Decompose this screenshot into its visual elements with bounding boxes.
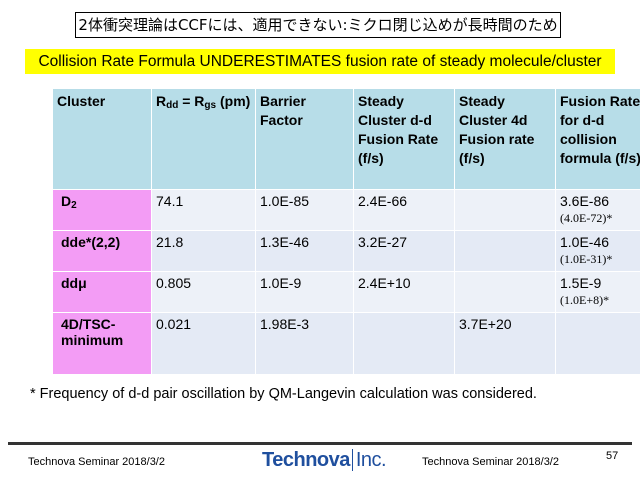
cell-text: R bbox=[156, 93, 167, 109]
cell-note: (4.0E-72)* bbox=[560, 211, 613, 225]
footer-right: Technova Seminar 2018/3/2 bbox=[422, 456, 559, 468]
table-cell bbox=[555, 312, 640, 375]
cell-text: 3.2E-27 bbox=[358, 234, 408, 250]
cell-text: 1.3E-46 bbox=[260, 234, 310, 250]
column-header: Fusion Rate for d-d collision formula (f… bbox=[555, 88, 640, 190]
table-row: dde*(2,2) 21.8 1.3E-46 3.2E-27 1.0E-46 (1.0E-… bbox=[52, 230, 640, 272]
table-cell: 1.0E-46 (1.0E-31)* bbox=[555, 230, 640, 272]
cell-text: = R bbox=[178, 93, 205, 109]
table-cell: 3.2E-27 bbox=[353, 230, 455, 272]
row-label: dde*(2,2) bbox=[52, 230, 152, 272]
cell-text: 1.98E-3 bbox=[260, 316, 310, 332]
table-cell: 1.5E-9 (1.0E+8)* bbox=[555, 271, 640, 313]
cell-text: 4D/TSC-minimum bbox=[61, 316, 124, 348]
row-label: D2 bbox=[52, 189, 152, 231]
table-cell: 1.98E-3 bbox=[255, 312, 354, 375]
cell-text: Cluster bbox=[57, 93, 106, 109]
row-label: 4D/TSC-minimum bbox=[52, 312, 152, 375]
table-cell: 21.8 bbox=[151, 230, 256, 272]
cell-text: 0.805 bbox=[156, 275, 192, 291]
logo-text: Technova bbox=[262, 449, 350, 471]
table-row: ddμ 0.805 1.0E-9 2.4E+10 1.5E-9 (1.0E+8)* bbox=[52, 271, 640, 313]
table-cell: 1.0E-85 bbox=[255, 189, 354, 231]
cell-text: D bbox=[61, 193, 72, 209]
footer-rule bbox=[8, 442, 632, 445]
subscript: dd bbox=[166, 100, 179, 111]
table-cell bbox=[353, 312, 455, 375]
cell-text: Steady Cluster 4d Fusion rate (f/s) bbox=[459, 93, 535, 166]
column-header: Barrier Factor bbox=[255, 88, 354, 190]
table-cell bbox=[454, 230, 556, 272]
logo-suffix: Inc. bbox=[351, 449, 387, 471]
cell-text: 3.6E-86 bbox=[560, 193, 610, 209]
cell-note: (1.0E-31)* bbox=[560, 252, 613, 266]
cell-text: 0.021 bbox=[156, 316, 192, 332]
subscript: gs bbox=[204, 100, 217, 111]
cell-text: (pm) bbox=[216, 93, 251, 109]
banner: Collision Rate Formula UNDERESTIMATES fu… bbox=[25, 49, 615, 74]
slide-title: 2体衝突理論はCCFには、適用できない:ミクロ閉じ込めが長時間のため bbox=[75, 12, 561, 38]
table-cell: 3.6E-86 (4.0E-72)* bbox=[555, 189, 640, 231]
cell-text: ddμ bbox=[61, 275, 87, 291]
table-cell: 1.0E-9 bbox=[255, 271, 354, 313]
cell-text: 2.4E+10 bbox=[358, 275, 411, 291]
cell-text: Barrier Factor bbox=[260, 93, 306, 128]
page-number: 57 bbox=[606, 450, 619, 462]
table-cell bbox=[454, 189, 556, 231]
table-cell: 2.4E-66 bbox=[353, 189, 455, 231]
column-header: Cluster bbox=[52, 88, 152, 190]
cell-note: (1.0E+8)* bbox=[560, 293, 610, 307]
subscript: 2 bbox=[71, 200, 77, 211]
table-cell: 0.805 bbox=[151, 271, 256, 313]
cell-text: 21.8 bbox=[156, 234, 184, 250]
cell-text: 1.0E-9 bbox=[260, 275, 302, 291]
cell-text: Fusion Rate for d-d collision formula (f… bbox=[560, 93, 640, 166]
row-label: ddμ bbox=[52, 271, 152, 313]
table-cell: 0.021 bbox=[151, 312, 256, 375]
column-header: Steady Cluster 4d Fusion rate (f/s) bbox=[454, 88, 556, 190]
cell-text: 74.1 bbox=[156, 193, 184, 209]
data-table: Cluster Rdd = Rgs (pm) Barrier Factor Stead… bbox=[52, 88, 640, 375]
cell-text: 1.5E-9 bbox=[560, 275, 602, 291]
cell-text: 2.4E-66 bbox=[358, 193, 408, 209]
column-header: Rdd = Rgs (pm) bbox=[151, 88, 256, 190]
cell-text: 1.0E-85 bbox=[260, 193, 310, 209]
table-cell: 3.7E+20 bbox=[454, 312, 556, 375]
footer-left: Technova Seminar 2018/3/2 bbox=[28, 456, 165, 468]
footnote: * Frequency of d-d pair oscillation by Q… bbox=[30, 386, 537, 402]
column-header: Steady Cluster d-d Fusion Rate (f/s) bbox=[353, 88, 455, 190]
cell-text: 3.7E+20 bbox=[459, 316, 512, 332]
table-cell bbox=[454, 271, 556, 313]
cell-text: Steady Cluster d-d Fusion Rate (f/s) bbox=[358, 93, 439, 166]
table-row: 4D/TSC-minimum 0.021 1.98E-3 3.7E+20 bbox=[52, 312, 640, 375]
table-cell: 74.1 bbox=[151, 189, 256, 231]
table-cell: 1.3E-46 bbox=[255, 230, 354, 272]
logo: Technova Inc. bbox=[262, 449, 387, 472]
cell-text: dde*(2,2) bbox=[61, 234, 121, 250]
cell-text: 1.0E-46 bbox=[560, 234, 610, 250]
table-row: D2 74.1 1.0E-85 2.4E-66 3.6E-86 (4.0E-72)* bbox=[52, 189, 640, 231]
table-cell: 2.4E+10 bbox=[353, 271, 455, 313]
